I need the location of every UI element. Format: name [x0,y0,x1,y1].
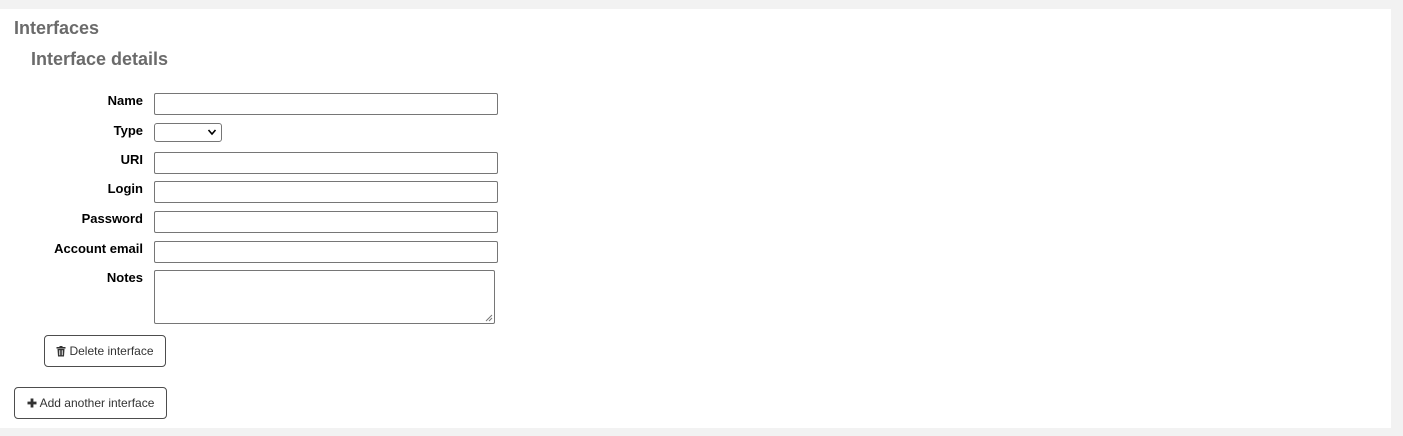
add-interface-label: Add another interface [39,396,155,410]
name-label: Name [107,93,143,108]
delete-interface-label: Delete interface [69,344,154,358]
account-email-label: Account email [54,241,143,256]
delete-interface-button[interactable]: Delete interface [44,335,166,367]
chevron-down-icon [207,129,217,136]
trash-icon [56,345,66,356]
uri-input[interactable] [154,152,498,174]
resize-grip-icon[interactable] [485,314,493,322]
add-interface-button[interactable]: Add another interface [14,387,167,419]
uri-label: URI [120,152,143,167]
type-select[interactable] [154,123,222,142]
plus-icon [27,398,37,408]
page-title: Interfaces [14,18,100,38]
type-label: Type [113,123,143,138]
login-label: Login [107,181,143,196]
login-input[interactable] [154,181,498,203]
name-input[interactable] [154,93,498,115]
password-input[interactable] [154,211,498,233]
notes-textarea[interactable] [154,270,495,324]
password-label: Password [81,211,143,226]
notes-label: Notes [106,270,143,285]
account-email-input[interactable] [154,241,498,263]
section-title: Interface details [31,49,169,69]
